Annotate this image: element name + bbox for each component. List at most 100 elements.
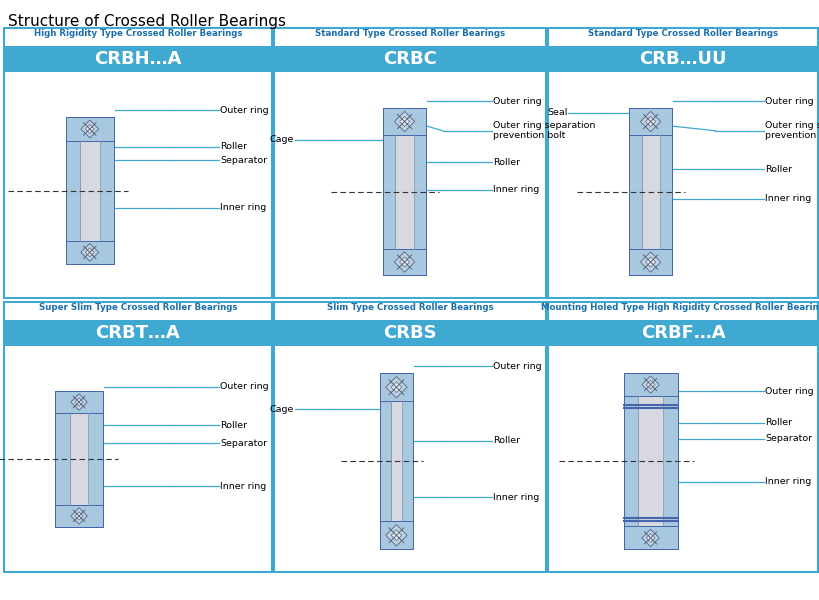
Bar xyxy=(66,117,114,264)
Text: Slim Type Crossed Roller Bearings: Slim Type Crossed Roller Bearings xyxy=(326,303,493,312)
Polygon shape xyxy=(85,124,94,133)
Text: Outer ring: Outer ring xyxy=(219,382,269,391)
Text: Outer ring separation
prevention bolt: Outer ring separation prevention bolt xyxy=(764,121,819,140)
Polygon shape xyxy=(640,252,660,272)
Text: Cage: Cage xyxy=(269,405,293,414)
Text: Mounting Holed Type High Rigidity Crossed Roller Bearing: Mounting Holed Type High Rigidity Crosse… xyxy=(541,303,819,312)
Text: Standard Type Crossed Roller Bearings: Standard Type Crossed Roller Bearings xyxy=(314,29,505,38)
Polygon shape xyxy=(641,376,658,393)
Bar xyxy=(55,413,70,505)
Bar xyxy=(88,413,103,505)
Bar xyxy=(274,302,545,572)
Text: Outer ring: Outer ring xyxy=(764,97,813,106)
Bar xyxy=(395,135,414,248)
Text: CRB…UU: CRB…UU xyxy=(639,50,726,68)
Bar xyxy=(622,526,676,550)
Bar xyxy=(380,373,412,401)
Bar xyxy=(4,28,272,298)
Bar xyxy=(401,401,412,521)
Bar xyxy=(382,108,426,135)
Text: Outer ring: Outer ring xyxy=(492,362,541,371)
Polygon shape xyxy=(645,380,654,389)
Text: CRBC: CRBC xyxy=(382,50,437,68)
Text: Structure of Crossed Roller Bearings: Structure of Crossed Roller Bearings xyxy=(8,14,286,29)
Text: Outer ring: Outer ring xyxy=(764,386,813,396)
Polygon shape xyxy=(81,120,98,138)
Bar xyxy=(274,320,545,346)
Polygon shape xyxy=(391,530,401,541)
Bar xyxy=(4,302,272,572)
Bar xyxy=(662,396,676,526)
Polygon shape xyxy=(394,112,414,132)
Polygon shape xyxy=(75,398,83,406)
Text: Inner ring: Inner ring xyxy=(492,185,538,194)
Polygon shape xyxy=(85,248,94,257)
Bar xyxy=(100,141,114,241)
Bar xyxy=(628,108,672,275)
Bar xyxy=(622,396,638,526)
Bar xyxy=(79,141,100,241)
Text: Inner ring: Inner ring xyxy=(219,482,266,491)
Bar xyxy=(66,117,114,141)
Bar xyxy=(66,241,114,264)
Text: Roller: Roller xyxy=(764,164,791,173)
Bar xyxy=(55,391,103,413)
Polygon shape xyxy=(391,382,401,392)
Text: Roller: Roller xyxy=(492,436,519,445)
Bar xyxy=(414,135,426,248)
Text: Separator: Separator xyxy=(764,434,812,443)
Bar xyxy=(380,521,412,550)
Bar xyxy=(547,302,817,572)
Bar xyxy=(628,135,640,248)
Text: High Rigidity Type Crossed Roller Bearings: High Rigidity Type Crossed Roller Bearin… xyxy=(34,29,242,38)
Text: Inner ring: Inner ring xyxy=(764,477,811,486)
Bar xyxy=(382,248,426,275)
Text: Roller: Roller xyxy=(764,418,791,427)
Polygon shape xyxy=(75,512,83,520)
Bar xyxy=(622,373,676,396)
Bar xyxy=(390,401,401,521)
Text: Seal: Seal xyxy=(546,108,567,117)
Polygon shape xyxy=(645,257,655,267)
Bar xyxy=(382,135,395,248)
Text: Outer ring: Outer ring xyxy=(492,97,541,106)
Bar xyxy=(4,46,272,72)
Polygon shape xyxy=(81,244,98,261)
Bar xyxy=(274,46,545,72)
Bar xyxy=(274,28,545,298)
Bar xyxy=(55,391,103,527)
Polygon shape xyxy=(640,112,660,132)
Text: CRBH…A: CRBH…A xyxy=(94,50,182,68)
Polygon shape xyxy=(399,116,410,127)
Polygon shape xyxy=(399,257,410,267)
Polygon shape xyxy=(385,377,406,398)
Text: Cage: Cage xyxy=(269,135,293,144)
Text: Outer ring: Outer ring xyxy=(219,106,269,115)
Polygon shape xyxy=(641,529,658,547)
Polygon shape xyxy=(70,508,87,524)
Bar xyxy=(55,505,103,527)
Text: CRBS: CRBS xyxy=(382,324,437,342)
Text: Standard Type Crossed Roller Bearings: Standard Type Crossed Roller Bearings xyxy=(587,29,777,38)
Text: Roller: Roller xyxy=(492,158,519,167)
Bar xyxy=(640,135,658,248)
Bar xyxy=(638,396,662,526)
Bar xyxy=(628,248,672,275)
Text: Separator: Separator xyxy=(219,439,267,448)
Text: CRBF…A: CRBF…A xyxy=(640,324,725,342)
Bar xyxy=(382,108,426,275)
Bar xyxy=(380,373,412,550)
Text: Inner ring: Inner ring xyxy=(492,493,538,502)
Polygon shape xyxy=(645,533,654,542)
Text: Separator: Separator xyxy=(219,155,267,164)
Text: Outer ring separation
prevention bolt: Outer ring separation prevention bolt xyxy=(492,121,595,140)
Bar xyxy=(547,320,817,346)
Text: Roller: Roller xyxy=(219,421,247,430)
Bar xyxy=(380,401,390,521)
Bar xyxy=(547,28,817,298)
Text: Inner ring: Inner ring xyxy=(764,194,811,203)
Bar xyxy=(4,320,272,346)
Polygon shape xyxy=(385,524,406,546)
Polygon shape xyxy=(645,116,655,127)
Text: Roller: Roller xyxy=(219,142,247,151)
